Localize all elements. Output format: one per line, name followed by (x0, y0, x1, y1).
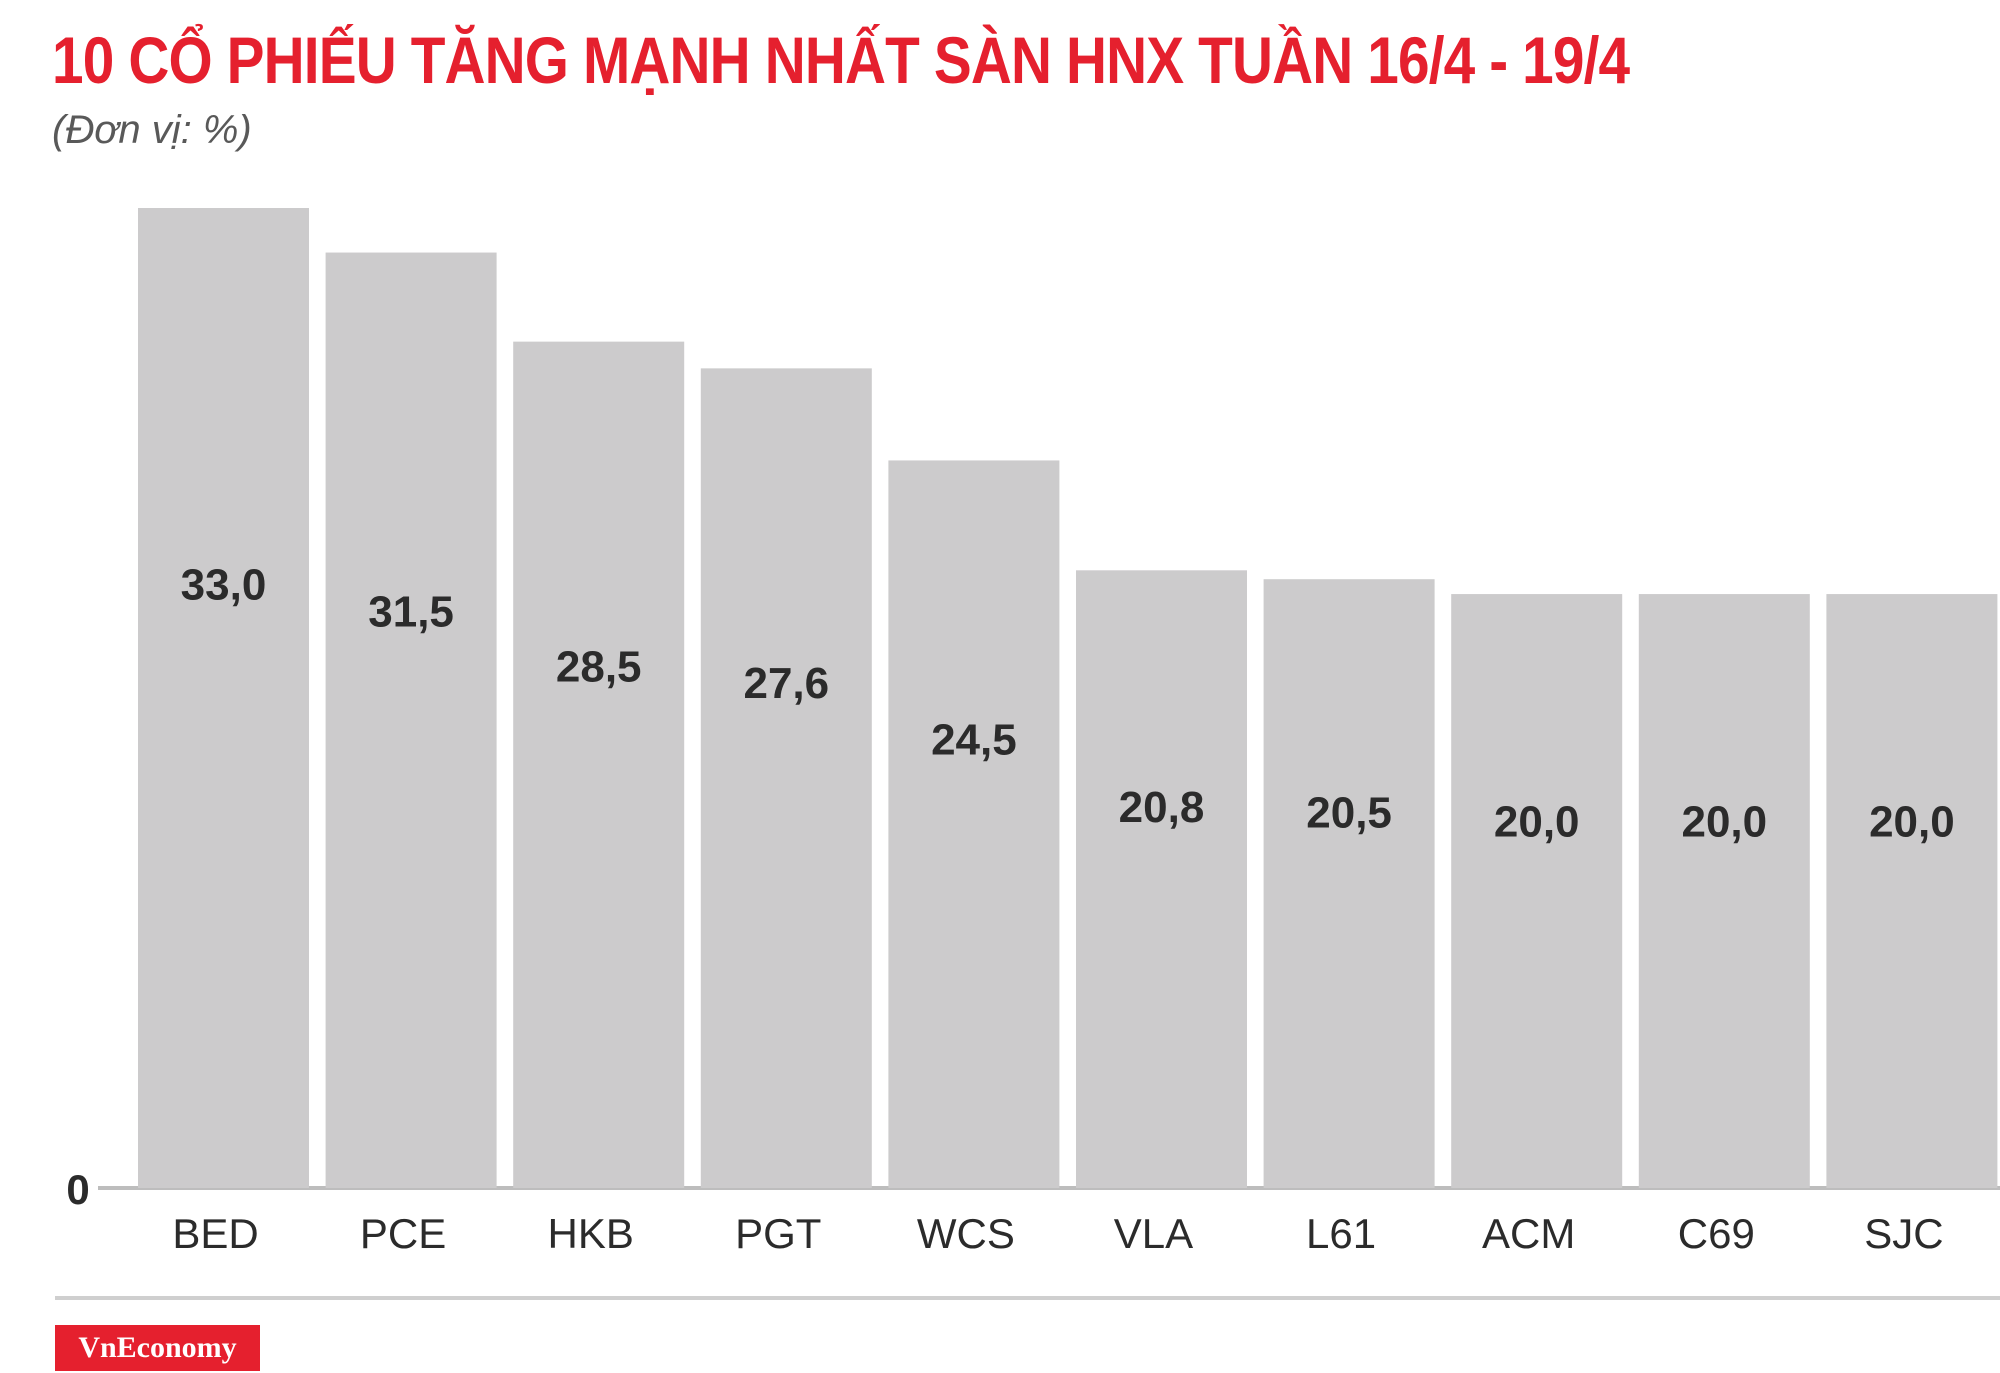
bar (1263, 579, 1435, 1188)
bar (1451, 594, 1623, 1188)
bar-value-label: 33,0 (181, 560, 267, 609)
x-tick-label: L61 (1306, 1210, 1376, 1257)
bar (138, 208, 309, 1188)
bar-chart: 0 33,0 BED 31,5 PCE 28,5 HKB 27,6 PGT 24,5 WCS 20,8… (66, 208, 2000, 1257)
x-tick-label: HKB (548, 1210, 634, 1257)
bar (1826, 594, 1998, 1188)
x-tick-label: VLA (1114, 1210, 1193, 1257)
chart-unit-label: (Đơn vị: %) (52, 108, 252, 152)
chart-title: 10 CỔ PHIẾU TĂNG MẠNH NHẤT SÀN HNX TUẦN … (52, 23, 1630, 97)
bar-value-label: 20,0 (1494, 798, 1580, 847)
bar-value-label: 31,5 (368, 588, 454, 637)
bar-value-label: 24,5 (931, 716, 1017, 765)
bar (325, 252, 497, 1188)
bar-value-label: 20,5 (1306, 789, 1392, 838)
bar-value-label: 20,8 (1119, 783, 1205, 832)
brand-logo: VnEconomy (55, 1325, 260, 1371)
bar-value-label: 20,0 (1681, 798, 1767, 847)
x-tick-label: ACM (1482, 1210, 1575, 1257)
bar (700, 368, 872, 1188)
bar (1638, 594, 1810, 1188)
x-tick-label: SJC (1864, 1210, 1943, 1257)
bar-value-label: 20,0 (1869, 798, 1955, 847)
bar-value-label: 28,5 (556, 642, 642, 691)
bar-value-label: 27,6 (743, 659, 829, 708)
bar (1076, 570, 1247, 1188)
y-tick-label: 0 (66, 1166, 89, 1213)
footer-divider (55, 1296, 2000, 1300)
x-tick-label: BED (172, 1210, 258, 1257)
x-tick-label: C69 (1678, 1210, 1755, 1257)
x-tick-label: WCS (917, 1210, 1015, 1257)
x-tick-label: PCE (360, 1210, 446, 1257)
bar (513, 341, 685, 1188)
x-tick-label: PGT (735, 1210, 821, 1257)
bar (888, 460, 1060, 1188)
